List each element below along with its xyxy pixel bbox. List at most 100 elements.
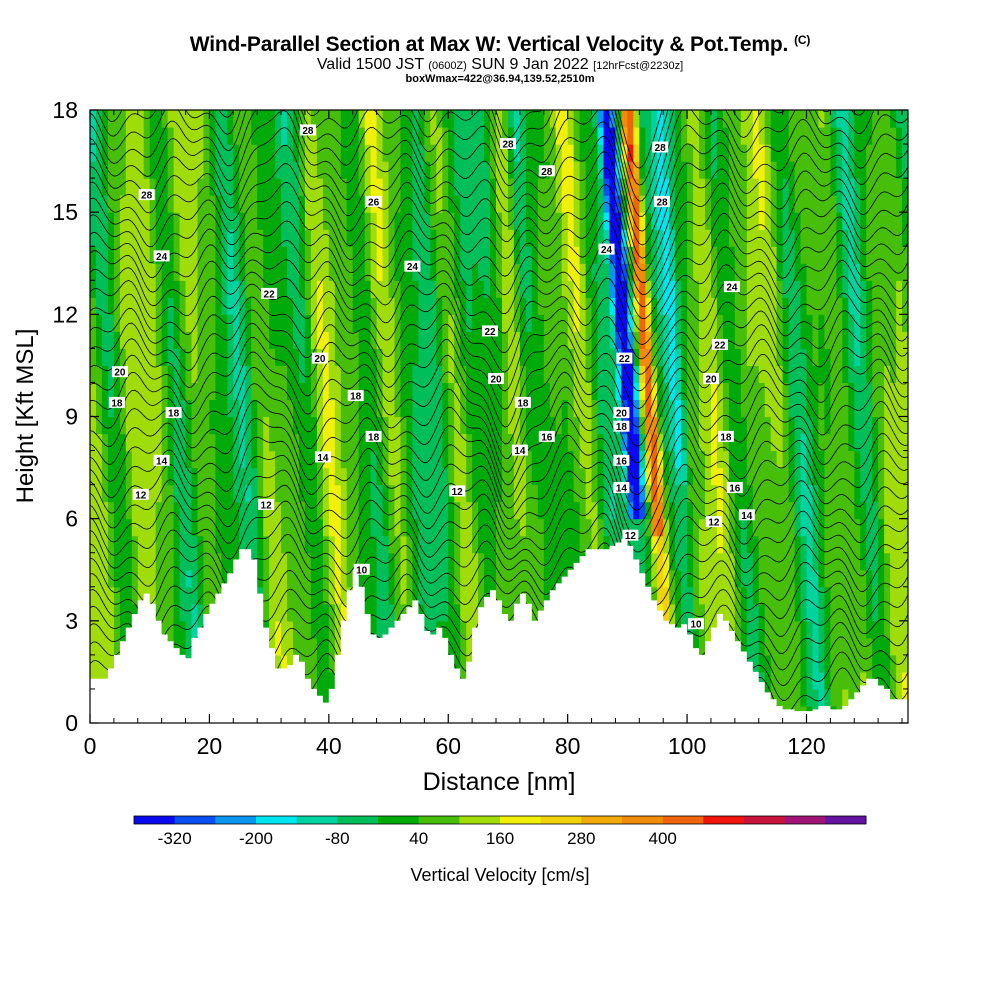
field-cell — [579, 110, 587, 162]
field-cell — [681, 450, 688, 486]
field-cell — [639, 280, 646, 349]
chart-title: Wind-Parallel Section at Max W: Vertical… — [0, 34, 1000, 55]
field-cell — [543, 178, 551, 383]
field-cell — [806, 484, 814, 622]
x-tick-label: 40 — [316, 733, 342, 759]
x-axis-label: Distance [nm] — [423, 768, 576, 796]
colorbar-swatch — [500, 816, 542, 824]
field-cell — [101, 501, 109, 723]
field-cell — [788, 229, 796, 418]
field-cell — [800, 263, 808, 349]
field-cell — [836, 212, 843, 298]
field-cell — [597, 144, 605, 179]
field-cell — [334, 365, 342, 486]
field-cell — [645, 280, 652, 298]
field-cell — [722, 450, 730, 723]
field-cell — [293, 433, 300, 690]
field-cell — [818, 110, 825, 128]
contour-label-box — [299, 124, 316, 136]
contour-label-box — [711, 339, 728, 350]
field-cell — [645, 518, 652, 537]
field-cell — [854, 518, 861, 723]
field-cell — [687, 110, 694, 145]
field-cell — [878, 110, 885, 520]
field-cell — [119, 433, 127, 673]
field-cell — [478, 552, 485, 622]
field-cell — [293, 110, 300, 162]
field-cell — [669, 569, 676, 605]
field-cell — [681, 110, 688, 162]
field-cell — [621, 161, 628, 179]
contour-label: 22 — [714, 341, 726, 352]
theta-contour-line — [90, 336, 908, 447]
field-cell — [167, 110, 175, 128]
field-cell — [627, 280, 634, 298]
field-cell — [310, 127, 318, 349]
field-cell — [711, 246, 718, 298]
field-cell — [203, 110, 210, 622]
field-cell — [782, 382, 790, 723]
field-cell — [322, 603, 330, 723]
field-cell — [615, 110, 622, 128]
field-cell — [107, 586, 115, 723]
field-cell — [728, 484, 736, 554]
colorbar-swatch — [337, 816, 379, 824]
contour-label-box — [726, 482, 743, 493]
field-cell — [245, 484, 252, 503]
field-cell — [860, 110, 867, 281]
field-cell — [233, 212, 240, 281]
field-cell — [716, 382, 724, 469]
field-cell — [818, 314, 825, 383]
field-cell — [651, 399, 658, 418]
field-cell — [782, 110, 790, 179]
field-cell — [161, 110, 169, 128]
field-cell — [645, 467, 652, 486]
field-cell — [119, 110, 127, 196]
field-cell — [107, 501, 115, 588]
field-cell — [448, 314, 455, 383]
field-cell — [603, 178, 611, 196]
field-cell — [472, 110, 479, 264]
field-cell — [633, 127, 640, 145]
subtitle-date: SUN 9 Jan 2022 — [471, 56, 589, 73]
theta-contour-line — [90, 366, 908, 480]
colorbar-swatch — [378, 816, 420, 824]
field-cell — [227, 110, 234, 145]
field-cell — [275, 620, 282, 656]
field-cell — [96, 314, 103, 366]
field-cell — [609, 348, 617, 486]
field-cell — [316, 178, 324, 281]
field-cell — [370, 212, 378, 298]
field-cell — [460, 365, 467, 435]
field-cell — [143, 110, 151, 179]
contour-label-box — [511, 444, 528, 456]
field-cell — [884, 552, 891, 639]
y-tick-label: 18 — [52, 97, 78, 123]
contour-label: 22 — [264, 289, 276, 300]
contour-label-box — [613, 420, 630, 432]
field-cell — [328, 280, 336, 401]
colorbar-swatch — [825, 816, 867, 824]
contour-label-box — [132, 488, 149, 500]
field-cell — [734, 348, 742, 588]
field-cell — [125, 518, 133, 723]
field-cell — [358, 195, 366, 723]
field-cell — [573, 161, 581, 247]
field-cell — [310, 637, 318, 723]
theta-contour-line — [90, 516, 908, 597]
field-cell — [669, 450, 676, 503]
field-cell — [436, 127, 443, 213]
contour-label-box — [654, 195, 670, 207]
field-cell — [830, 127, 837, 196]
field-cell — [549, 416, 557, 723]
field-cell — [740, 144, 748, 418]
colorbar-swatch — [256, 816, 298, 824]
y-tick-label: 0 — [65, 710, 78, 736]
field-cell — [639, 501, 646, 520]
field-cell — [537, 178, 545, 315]
field-cell — [90, 297, 97, 383]
field-cell — [209, 399, 216, 435]
field-cell — [167, 297, 175, 366]
field-cell — [376, 110, 384, 179]
contour-label: 28 — [656, 197, 668, 208]
